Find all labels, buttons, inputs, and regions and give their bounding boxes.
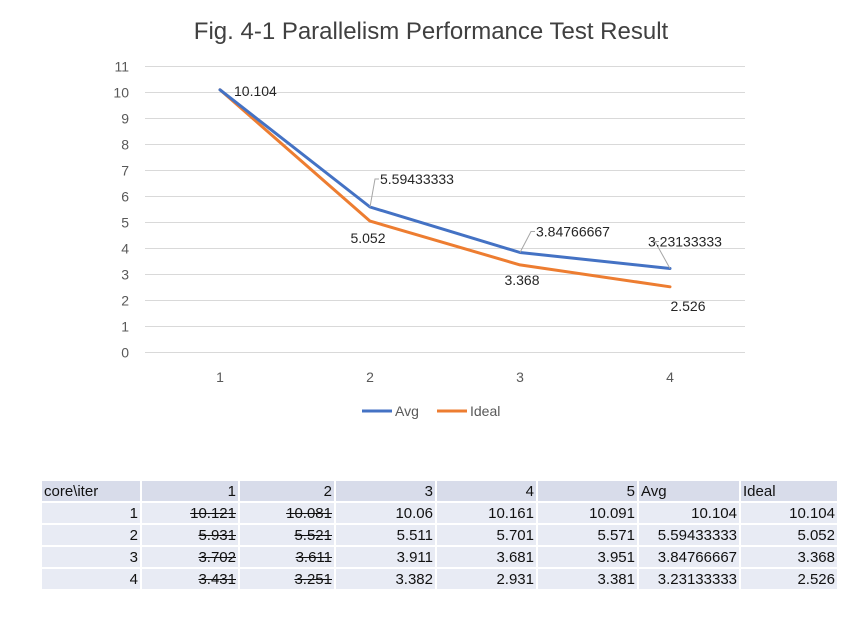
table-cell: 5.701 [437,525,536,545]
table-cell: 5.59433333 [639,525,739,545]
data-label: 10.104 [234,83,277,99]
table-cell: 3.23133333 [639,569,739,589]
y-tick-label: 3 [121,267,129,283]
table-cell: 3.251 [240,569,334,589]
y-tick-label: 10 [113,85,129,101]
table-cell: 3.431 [142,569,238,589]
table-cell: 10.121 [142,503,238,523]
series-line-ideal [218,88,672,289]
data-label: 5.59433333 [380,171,454,187]
data-label: 5.052 [350,230,385,246]
table-cell: 3.911 [336,547,435,567]
table-cell: 3.382 [336,569,435,589]
y-tick-label: 9 [121,111,129,127]
series-line-avg [218,88,672,270]
chart-title: Fig. 4-1 Parallelism Performance Test Re… [194,18,669,45]
y-tick-label: 5 [121,215,129,231]
y-tick-label: 0 [121,345,129,361]
leader-line [654,240,671,269]
table-cell: 5.521 [240,525,334,545]
table-cell: 5.511 [336,525,435,545]
y-tick-label: 6 [121,189,129,205]
data-table: core\iter 1 2 3 4 5 Avg Ideal 1 10.121 1… [40,479,839,591]
x-tick-label: 2 [366,369,374,385]
table-cell: 10.06 [336,503,435,523]
table-row: 1 10.121 10.081 10.06 10.161 10.091 10.1… [42,503,837,523]
leader-line [519,230,535,253]
table-cell: 2.931 [437,569,536,589]
data-label: 2.526 [670,298,705,314]
table-row: 4 3.431 3.251 3.382 2.931 3.381 3.231333… [42,569,837,589]
line-chart: Fig. 4-1 Parallelism Performance Test Re… [113,18,745,419]
table-cell: 3.611 [240,547,334,567]
y-tick-label: 2 [121,293,129,309]
table-cell: 10.081 [240,503,334,523]
table-cell: 2.526 [741,569,837,589]
header-cell: core\iter [42,481,140,501]
y-tick-label: 1 [121,319,129,335]
header-cell: 5 [538,481,637,501]
y-tick-label: 8 [121,137,129,153]
header-cell: 3 [336,481,435,501]
table-cell: 10.091 [538,503,637,523]
table-row: 2 5.931 5.521 5.511 5.701 5.571 5.594333… [42,525,837,545]
table-header-row: core\iter 1 2 3 4 5 Avg Ideal [42,481,837,501]
x-tick-label: 3 [516,369,524,385]
data-label: 3.368 [504,272,539,288]
legend-label: Ideal [470,403,500,419]
data-label: 3.84766667 [536,223,610,239]
header-cell: 1 [142,481,238,501]
table-cell: 3.951 [538,547,637,567]
table-cell: 10.161 [437,503,536,523]
table-cell: 3.681 [437,547,536,567]
leader-line [369,178,379,208]
table-cell: 3 [42,547,140,567]
x-tick-label: 4 [666,369,674,385]
table-cell: 5.571 [538,525,637,545]
table-row: 3 3.702 3.611 3.911 3.681 3.951 3.847666… [42,547,837,567]
table-cell: 3.702 [142,547,238,567]
table-cell: 2 [42,525,140,545]
table-cell: 1 [42,503,140,523]
table-cell: 5.931 [142,525,238,545]
y-tick-label: 11 [114,59,129,75]
y-tick-label: 4 [121,241,129,257]
header-cell: 2 [240,481,334,501]
table-cell: 3.84766667 [639,547,739,567]
table-cell: 10.104 [639,503,739,523]
table-cell: 5.052 [741,525,837,545]
y-tick-label: 7 [121,163,129,179]
header-cell: Avg [639,481,739,501]
data-label: 3.23133333 [648,233,722,249]
table-cell: 4 [42,569,140,589]
table-cell: 3.381 [538,569,637,589]
legend-label: Avg [395,403,419,419]
table-cell: 10.104 [741,503,837,523]
table-cell: 3.368 [741,547,837,567]
header-cell: 4 [437,481,536,501]
x-tick-label: 1 [216,369,224,385]
header-cell: Ideal [741,481,837,501]
